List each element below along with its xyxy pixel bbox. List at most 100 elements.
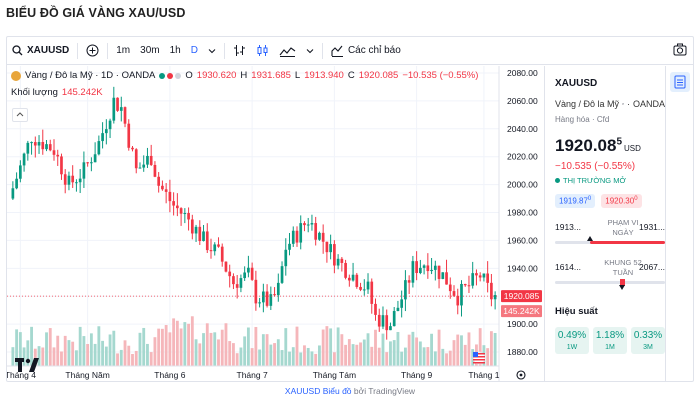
- last-price-badge-bg: [501, 290, 542, 303]
- last-volume-badge-bg: [501, 305, 542, 318]
- volume-bar: [489, 331, 493, 366]
- interval-dropdown[interactable]: [203, 37, 221, 65]
- volume-bar: [381, 333, 385, 366]
- close-value: 1920.085: [358, 70, 399, 81]
- volume-bar: [366, 333, 370, 366]
- candle-body: [291, 230, 295, 244]
- candle-body: [321, 232, 325, 242]
- candle-body: [172, 201, 175, 206]
- candle-body: [205, 231, 209, 251]
- compare-button[interactable]: [81, 37, 104, 65]
- time-tick-label: Tháng 7: [237, 370, 268, 380]
- chart-pane[interactable]: 2080.00 2060.00 2040.00 2020.00 2000.00 1980.…: [5, 66, 542, 382]
- volume-bar: [82, 336, 86, 366]
- external-link-icon[interactable]: [622, 100, 624, 108]
- volume-bar: [224, 323, 228, 366]
- status-dot-grey: [175, 72, 182, 79]
- volume-bar: [104, 346, 108, 366]
- candle-body: [366, 281, 370, 290]
- side-change: −10.535 (−0.55%): [555, 161, 636, 172]
- details-panel-button[interactable]: [670, 72, 690, 92]
- bid-sup: 0: [587, 196, 592, 202]
- candle-body: [258, 302, 261, 304]
- candle-body: [299, 223, 303, 243]
- series-legend: Vàng / Đô la Mỹ · 1D · OANDA O 1930.620 H…: [11, 70, 478, 81]
- tradingview-logo[interactable]: [15, 358, 39, 377]
- volume-bar: [445, 353, 448, 366]
- volume-bar: [254, 326, 258, 366]
- interval-30m[interactable]: 30m: [140, 45, 160, 56]
- candle-body: [250, 267, 254, 280]
- candle-body: [310, 223, 314, 225]
- time-axis[interactable]: Tháng 4 Tháng Năm Tháng 6 Tháng 7 Tháng Tám T…: [5, 365, 500, 380]
- snapshot-button[interactable]: [673, 43, 687, 59]
- candle-style-button[interactable]: [251, 37, 274, 65]
- candle-body: [404, 280, 407, 300]
- collapse-legend-button[interactable]: [12, 108, 28, 122]
- volume-bar: [422, 347, 426, 366]
- price-tick-label: 1940.00: [507, 263, 538, 273]
- candle-body: [209, 250, 213, 252]
- candle-body: [183, 213, 187, 215]
- perf-period: 1W: [566, 343, 578, 351]
- indicators-button[interactable]: Các chỉ báo: [326, 37, 406, 65]
- price-tick-label: 1900.00: [507, 319, 538, 329]
- candle-body: [389, 326, 392, 331]
- candle-body: [67, 175, 71, 185]
- volume-bar: [448, 350, 452, 366]
- interval-1h[interactable]: 1h: [169, 45, 181, 56]
- perf-value: 0.49%: [557, 329, 587, 341]
- volume-bar: [146, 343, 149, 366]
- volume-bar: [11, 347, 15, 366]
- attribution-link[interactable]: XAUUSD Biểu đồ: [284, 386, 352, 396]
- candle-body: [445, 272, 448, 285]
- volume-bar: [456, 334, 460, 366]
- candle-body: [306, 224, 310, 226]
- volume-bar: [71, 341, 75, 366]
- performance-1m[interactable]: 1.18% 1M: [593, 326, 627, 354]
- performance-3m[interactable]: 0.33% 3M: [631, 326, 665, 354]
- candle-body: [430, 269, 433, 272]
- candle-body: [63, 174, 67, 185]
- price-main: 1920.08: [555, 136, 617, 155]
- volume-bar: [172, 318, 176, 366]
- volume-bar: [452, 340, 456, 366]
- volume-bar: [418, 341, 422, 366]
- volume-bar: [78, 326, 82, 366]
- us-flag-icon[interactable]: [472, 351, 486, 365]
- volume-bar: [202, 333, 205, 366]
- last-volume-badge-text: 145.242K: [503, 306, 540, 316]
- candle-body: [30, 142, 33, 144]
- price-axis[interactable]: 2080.00 2060.00 2040.00 2020.00 2000.00 1980.…: [498, 66, 538, 382]
- candle-body: [60, 156, 63, 175]
- market-open-dot: [555, 178, 560, 183]
- candle-body: [441, 272, 445, 279]
- interval-1m[interactable]: 1m: [116, 45, 131, 56]
- candle-body: [419, 267, 422, 274]
- volume-bar: [164, 325, 168, 366]
- symbol-search-button[interactable]: XAUUSD: [7, 37, 74, 65]
- candle-body: [433, 265, 437, 270]
- area-style-button[interactable]: [274, 37, 301, 65]
- candle-body: [359, 286, 362, 290]
- candle-body: [187, 213, 190, 220]
- performance-1w[interactable]: 0.49% 1W: [555, 326, 589, 354]
- gear-icon[interactable]: [516, 370, 526, 380]
- price-chart[interactable]: 2080.00 2060.00 2040.00 2020.00 2000.00 1980.…: [5, 66, 542, 382]
- area-style-dropdown[interactable]: [301, 37, 319, 65]
- candle-body: [276, 282, 280, 296]
- gear-ring: [516, 370, 526, 380]
- bar-style-button[interactable]: [228, 37, 251, 65]
- interval-1d[interactable]: D: [190, 45, 198, 56]
- price-sup: 5: [616, 136, 623, 148]
- status-dot-green: [159, 72, 166, 79]
- candle-body: [475, 273, 478, 276]
- camera-icon: [673, 43, 687, 56]
- candle-body: [493, 295, 497, 300]
- candle-body: [90, 162, 93, 164]
- candle-body: [392, 311, 396, 327]
- bar-style-icon: [233, 45, 245, 56]
- volume-bar: [460, 335, 463, 366]
- candle-body: [288, 243, 291, 250]
- side-category: Hàng hóa · Cfd: [555, 115, 665, 124]
